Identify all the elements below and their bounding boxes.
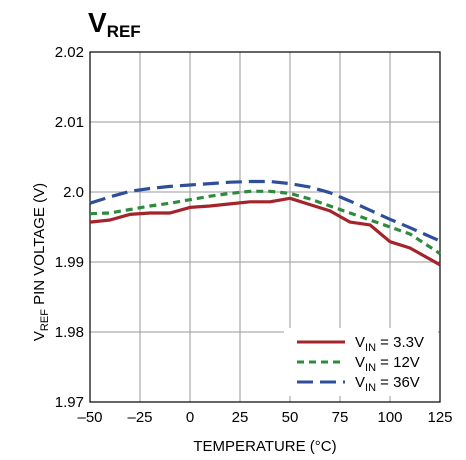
chart-title-main: V	[88, 7, 107, 38]
x-tick-label: 100	[377, 409, 402, 426]
y-tick-label: 1.97	[55, 394, 84, 411]
legend-label-vin-3v3: VIN = 3.3V	[355, 334, 424, 354]
y-axis-ticks: 1.97 1.98 1.99 2.0 2.01 2.02	[55, 44, 84, 411]
y-axis-label-sub: REF	[39, 309, 51, 331]
series-line-vin-3v3	[89, 196, 441, 267]
x-tick-label: –50	[77, 409, 102, 426]
plot-area-frame	[89, 51, 441, 403]
series-lines	[89, 179, 441, 267]
x-tick-label: 125	[427, 409, 452, 426]
x-axis-ticks: –50 –25 0 25 50 75 100 125	[77, 409, 452, 426]
y-tick-label: 1.98	[55, 324, 84, 341]
y-tick-label: 2.0	[63, 184, 84, 201]
x-tick-label: 75	[332, 409, 349, 426]
x-tick-label: –25	[127, 409, 152, 426]
y-axis-label-rest: PIN VOLTAGE (V)	[31, 183, 48, 309]
x-axis-label: TEMPERATURE (°C)	[193, 438, 336, 455]
legend-label-vin-36v: VIN = 36V	[355, 374, 420, 394]
chart-title-sub: REF	[107, 22, 141, 41]
legend: VIN = 3.3V VIN = 12V VIN = 36V	[284, 328, 438, 396]
y-axis-label-prefix: V	[31, 331, 48, 341]
x-tick-label: 50	[282, 409, 299, 426]
chart-title: VREF	[88, 7, 141, 41]
x-tick-label: 25	[232, 409, 249, 426]
y-axis-label: VREF PIN VOLTAGE (V)	[31, 183, 51, 341]
y-tick-label: 2.01	[55, 114, 84, 131]
y-tick-label: 2.02	[55, 44, 84, 61]
series-line-vin-12v	[89, 189, 441, 255]
x-tick-label: 0	[186, 409, 194, 426]
y-tick-label: 1.99	[55, 254, 84, 271]
series-line-vin-36v	[89, 179, 441, 243]
legend-label-vin-12v: VIN = 12V	[355, 354, 420, 374]
